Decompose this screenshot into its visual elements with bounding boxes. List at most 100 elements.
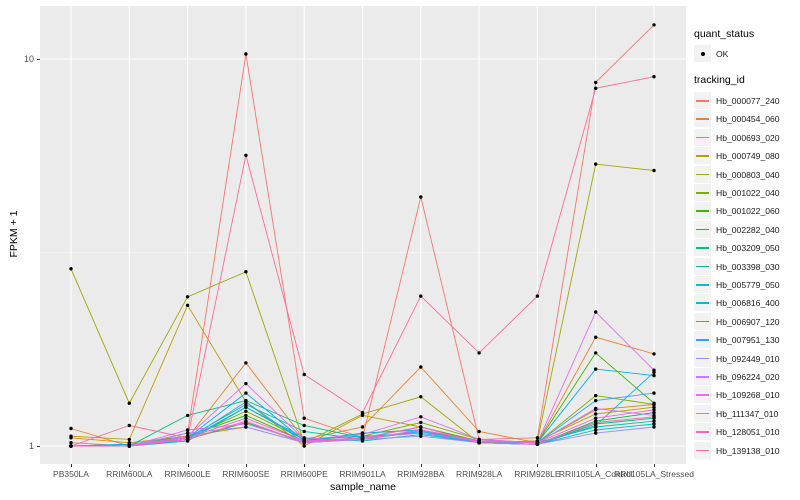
legend-item-label: Hb_002282_040: [716, 224, 780, 235]
data-point: [69, 444, 73, 448]
series-color-line-icon: [696, 449, 709, 452]
data-point: [652, 415, 656, 419]
series-color-line-icon: [696, 265, 709, 268]
series-color-line-icon: [696, 431, 709, 433]
x-tick-mark: [129, 464, 131, 467]
series-color-line-icon: [696, 118, 709, 120]
data-point: [419, 428, 423, 432]
series-color-line-icon: [696, 247, 709, 249]
data-point: [594, 393, 598, 398]
point-key-icon: [694, 45, 711, 62]
legend-item-label: Hb_006907_120: [716, 316, 780, 327]
data-point: [244, 361, 248, 365]
data-point: [594, 431, 598, 435]
line-key-icon: [694, 386, 711, 404]
data-point: [594, 420, 598, 425]
x-tick-label: RRIM901LA: [339, 469, 386, 479]
legend-item-label: Hb_000454_060: [716, 114, 780, 125]
legend-quant-status-title: quant_status: [694, 28, 755, 40]
x-tick-mark: [537, 464, 539, 467]
data-point: [244, 413, 248, 418]
x-tick-mark: [187, 464, 189, 467]
legend-item-label: Hb_001022_060: [716, 206, 780, 217]
data-point: [302, 372, 306, 377]
data-point: [127, 437, 131, 442]
legend-item-label: Hb_007951_130: [716, 335, 780, 346]
plot-area: [40, 6, 686, 464]
data-point: [419, 195, 423, 199]
data-point: [477, 429, 481, 434]
data-point: [594, 80, 598, 85]
plot-panel: [40, 6, 686, 464]
data-point: [535, 436, 540, 440]
line-key-icon: [694, 404, 711, 422]
data-point: [302, 423, 306, 428]
x-tick-mark: [479, 464, 481, 467]
data-point: [594, 428, 598, 432]
legend-item-label: Hb_109268_010: [716, 390, 780, 401]
x-tick-label: RRIM600LE: [164, 469, 211, 479]
data-point: [419, 365, 423, 369]
series-color-line-icon: [696, 376, 709, 378]
data-point: [244, 381, 248, 386]
data-point: [652, 410, 656, 415]
data-point: [360, 432, 365, 437]
data-point: [244, 422, 248, 426]
data-point: [244, 419, 248, 423]
data-point: [419, 425, 423, 429]
legend-item-label: Hb_003209_050: [716, 243, 780, 254]
data-point: [185, 413, 190, 418]
line-key-icon: [694, 349, 711, 367]
data-point: [302, 444, 306, 448]
data-point: [244, 405, 248, 409]
line-key-icon: [694, 165, 711, 183]
data-point: [244, 425, 248, 429]
series-color-line-icon: [696, 136, 709, 139]
legend: quant_status OK tracking_id Hb_000077_24…: [694, 0, 800, 500]
legend-item-label: Hb_000749_080: [716, 151, 780, 162]
data-point: [244, 400, 248, 404]
data-point: [69, 434, 73, 438]
data-point: [360, 436, 365, 440]
legend-item-label: Hb_003398_030: [716, 261, 780, 272]
data-point: [185, 428, 190, 432]
line-key-icon: [694, 312, 711, 330]
data-point: [652, 405, 656, 409]
data-point: [419, 294, 423, 298]
data-point: [652, 352, 656, 356]
data-point: [652, 168, 656, 173]
series-color-line-icon: [696, 320, 709, 323]
y-tick-mark: [37, 59, 40, 60]
y-tick-mark: [37, 446, 40, 447]
data-point: [652, 419, 656, 423]
ok-point-icon: [700, 51, 705, 56]
data-point: [419, 420, 423, 425]
line-key-icon: [694, 92, 711, 109]
data-point: [594, 416, 598, 420]
y-axis-title: FPKM + 1: [8, 210, 20, 258]
legend-item-label: Hb_092449_010: [716, 353, 780, 364]
data-point: [419, 431, 423, 435]
x-tick-label: RRIM928BA: [397, 469, 445, 479]
data-point: [360, 425, 365, 429]
data-point: [594, 423, 598, 428]
data-point: [652, 368, 656, 372]
line-key-icon: [694, 202, 711, 220]
series-color-line-icon: [696, 412, 709, 415]
line-key-icon: [694, 331, 711, 349]
data-point: [419, 415, 423, 419]
data-point: [244, 391, 248, 395]
data-point: [302, 429, 306, 434]
series-color-line-icon: [696, 339, 709, 341]
data-point: [69, 267, 73, 271]
line-key-icon: [694, 423, 711, 441]
data-point: [419, 395, 423, 399]
data-point: [594, 367, 598, 371]
line-key-icon: [694, 441, 711, 459]
line-key-icon: [694, 276, 711, 293]
legend-item-label: OK: [716, 49, 729, 59]
data-point: [244, 409, 248, 413]
series-color-line-icon: [696, 155, 709, 157]
data-point: [477, 441, 481, 445]
